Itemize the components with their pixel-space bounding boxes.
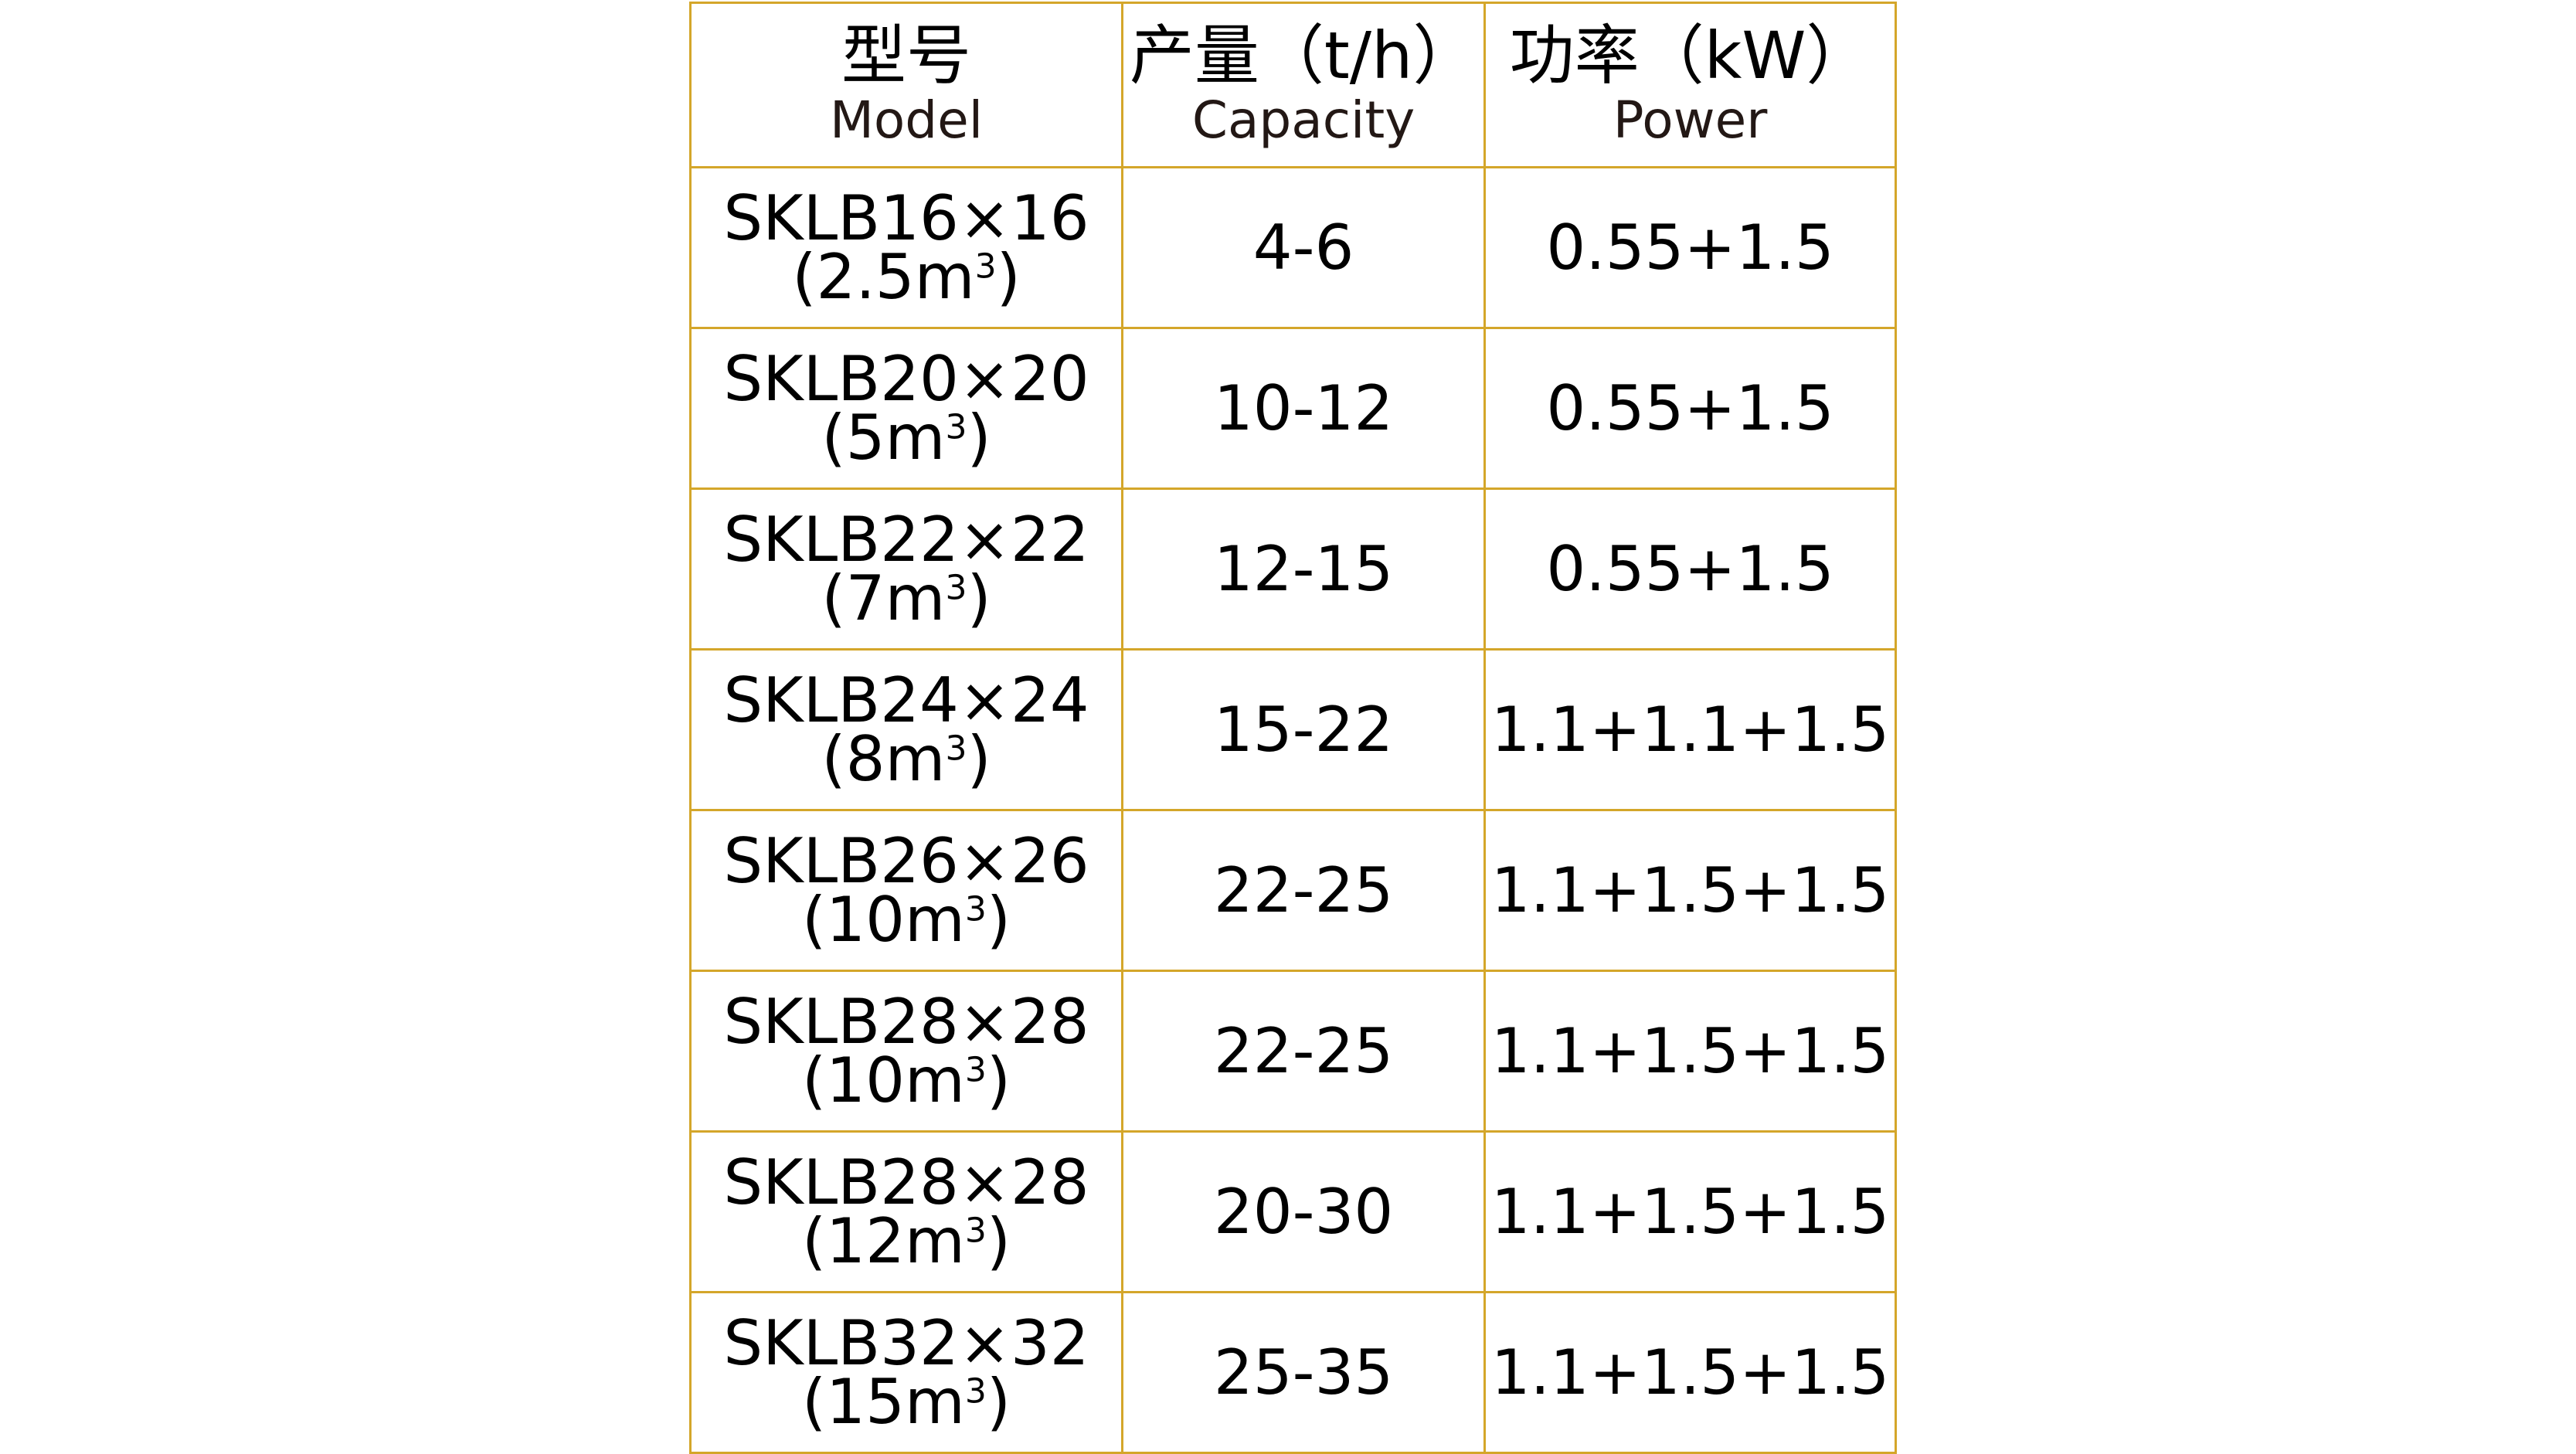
unit-superscript: 3 [964,1371,987,1412]
model-cell: SKLB28×28 (12m3) [688,1130,1124,1293]
header-model: 型号 Model [688,2,1124,168]
unit-superscript: 3 [964,1211,987,1251]
header-zh: 产量（t/h） [1129,18,1478,93]
model-name: SKLB28×28 [723,985,1089,1058]
model-cell: SKLB28×28 (10m3) [688,970,1124,1133]
table-row: SKLB26×26 (10m3) 22-25 1.1+1.5+1.5 [688,809,1897,972]
model-volume: (10m [801,883,965,956]
model-name: SKLB24×24 [723,664,1089,736]
power-cell: 1.1+1.1+1.5 [1483,648,1897,811]
paren-close: ) [967,562,991,634]
model-name: SKLB20×20 [723,342,1089,415]
power-cell: 0.55+1.5 [1483,487,1897,651]
power-cell: 0.55+1.5 [1483,327,1897,490]
spec-table: 型号 Model 产量（t/h） Capacity 功率（kW） Power SKLB… [688,2,1897,1454]
model-name: SKLB16×16 [723,182,1089,254]
unit-superscript: 3 [945,729,967,769]
header-zh: 型号 [841,18,972,93]
capacity-cell: 4-6 [1121,166,1487,329]
capacity-cell: 22-25 [1121,970,1487,1133]
power-cell: 1.1+1.5+1.5 [1483,809,1897,972]
power-cell: 1.1+1.5+1.5 [1483,970,1897,1133]
capacity-cell: 22-25 [1121,809,1487,972]
model-cell: SKLB24×24 (8m3) [688,648,1124,811]
unit-superscript: 3 [964,1050,987,1090]
paren-close: ) [967,401,991,474]
paren-close: ) [996,240,1021,313]
paren-close: ) [986,883,1011,956]
model-volume: (15m [801,1365,965,1438]
header-power: 功率（kW） Power [1483,2,1897,168]
power-cell: 1.1+1.5+1.5 [1483,1130,1897,1293]
model-volume: (8m [821,722,946,795]
header-capacity: 产量（t/h） Capacity [1121,2,1487,168]
paren-close: ) [986,1365,1011,1438]
model-cell: SKLB26×26 (10m3) [688,809,1124,972]
model-cell: SKLB16×16 (2.5m3) [688,166,1124,329]
table-row: SKLB20×20 (5m3) 10-12 0.55+1.5 [688,327,1897,490]
paren-close: ) [967,722,991,795]
model-volume: (12m [801,1204,965,1277]
model-cell: SKLB22×22 (7m3) [688,487,1124,651]
table-row: SKLB32×32 (15m3) 25-35 1.1+1.5+1.5 [688,1291,1897,1454]
power-cell: 0.55+1.5 [1483,166,1897,329]
unit-superscript: 3 [974,246,997,287]
table-row: SKLB28×28 (10m3) 22-25 1.1+1.5+1.5 [688,970,1897,1133]
model-cell: SKLB20×20 (5m3) [688,327,1124,490]
model-name: SKLB32×32 [723,1306,1089,1379]
capacity-cell: 15-22 [1121,648,1487,811]
capacity-cell: 25-35 [1121,1291,1487,1454]
unit-superscript: 3 [964,889,987,929]
header-en: Power [1613,90,1768,150]
header-en: Capacity [1191,90,1415,150]
model-name: SKLB22×22 [723,503,1089,576]
capacity-cell: 20-30 [1121,1130,1487,1293]
model-volume: (2.5m [792,240,975,313]
model-volume: (7m [821,562,946,634]
table-row: SKLB16×16 (2.5m3) 4-6 0.55+1.5 [688,166,1897,329]
model-cell: SKLB32×32 (15m3) [688,1291,1124,1454]
table-row: SKLB28×28 (12m3) 20-30 1.1+1.5+1.5 [688,1130,1897,1293]
unit-superscript: 3 [945,407,967,447]
capacity-cell: 10-12 [1121,327,1487,490]
model-volume: (5m [821,401,946,474]
power-cell: 1.1+1.5+1.5 [1483,1291,1897,1454]
paren-close: ) [986,1044,1011,1116]
paren-close: ) [986,1204,1011,1277]
table-row: SKLB22×22 (7m3) 12-15 0.55+1.5 [688,487,1897,651]
header-row: 型号 Model 产量（t/h） Capacity 功率（kW） Power [688,2,1897,168]
header-zh: 功率（kW） [1509,18,1871,93]
model-name: SKLB28×28 [723,1146,1089,1218]
table-row: SKLB24×24 (8m3) 15-22 1.1+1.1+1.5 [688,648,1897,811]
unit-superscript: 3 [945,568,967,608]
model-volume: (10m [801,1044,965,1116]
model-name: SKLB26×26 [723,824,1089,897]
capacity-cell: 12-15 [1121,487,1487,651]
header-en: Model [829,90,984,150]
